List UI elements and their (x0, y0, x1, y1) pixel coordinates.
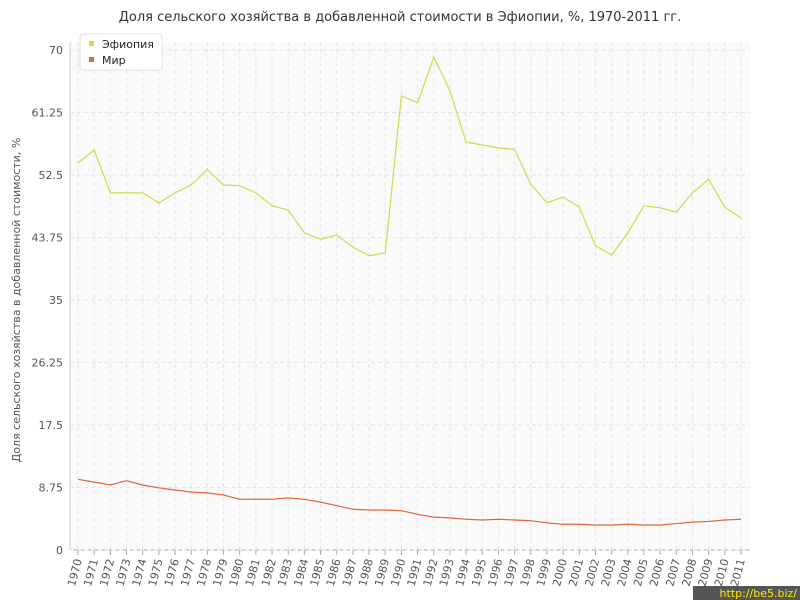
legend-label: Эфиопия (102, 38, 154, 51)
legend-swatch (89, 41, 94, 46)
chart-title: Доля сельского хозяйства в добавленной с… (119, 10, 682, 25)
y-tick-label: 26.25 (32, 357, 64, 370)
y-tick-label: 43.75 (32, 232, 64, 245)
y-tick-label: 8.75 (39, 482, 64, 495)
y-tick-label: 61.25 (32, 107, 64, 120)
series-line (77, 55, 742, 257)
series-line (77, 478, 742, 526)
watermark: http://be5.biz/ (720, 587, 798, 600)
y-tick-label: 52.5 (39, 169, 64, 182)
y-tick-label: 0 (56, 544, 63, 557)
legend-label: Мир (102, 54, 126, 67)
plot-area (70, 42, 750, 550)
watermark-bg (693, 586, 800, 600)
legend-swatch (89, 57, 94, 62)
legend-box (79, 33, 163, 71)
y-tick-label: 35 (49, 294, 63, 307)
y-tick-label: 17.5 (39, 419, 64, 432)
y-axis-label: Доля сельского хозяйства в добавленной с… (10, 138, 23, 463)
y-tick-label: 70 (49, 44, 63, 57)
